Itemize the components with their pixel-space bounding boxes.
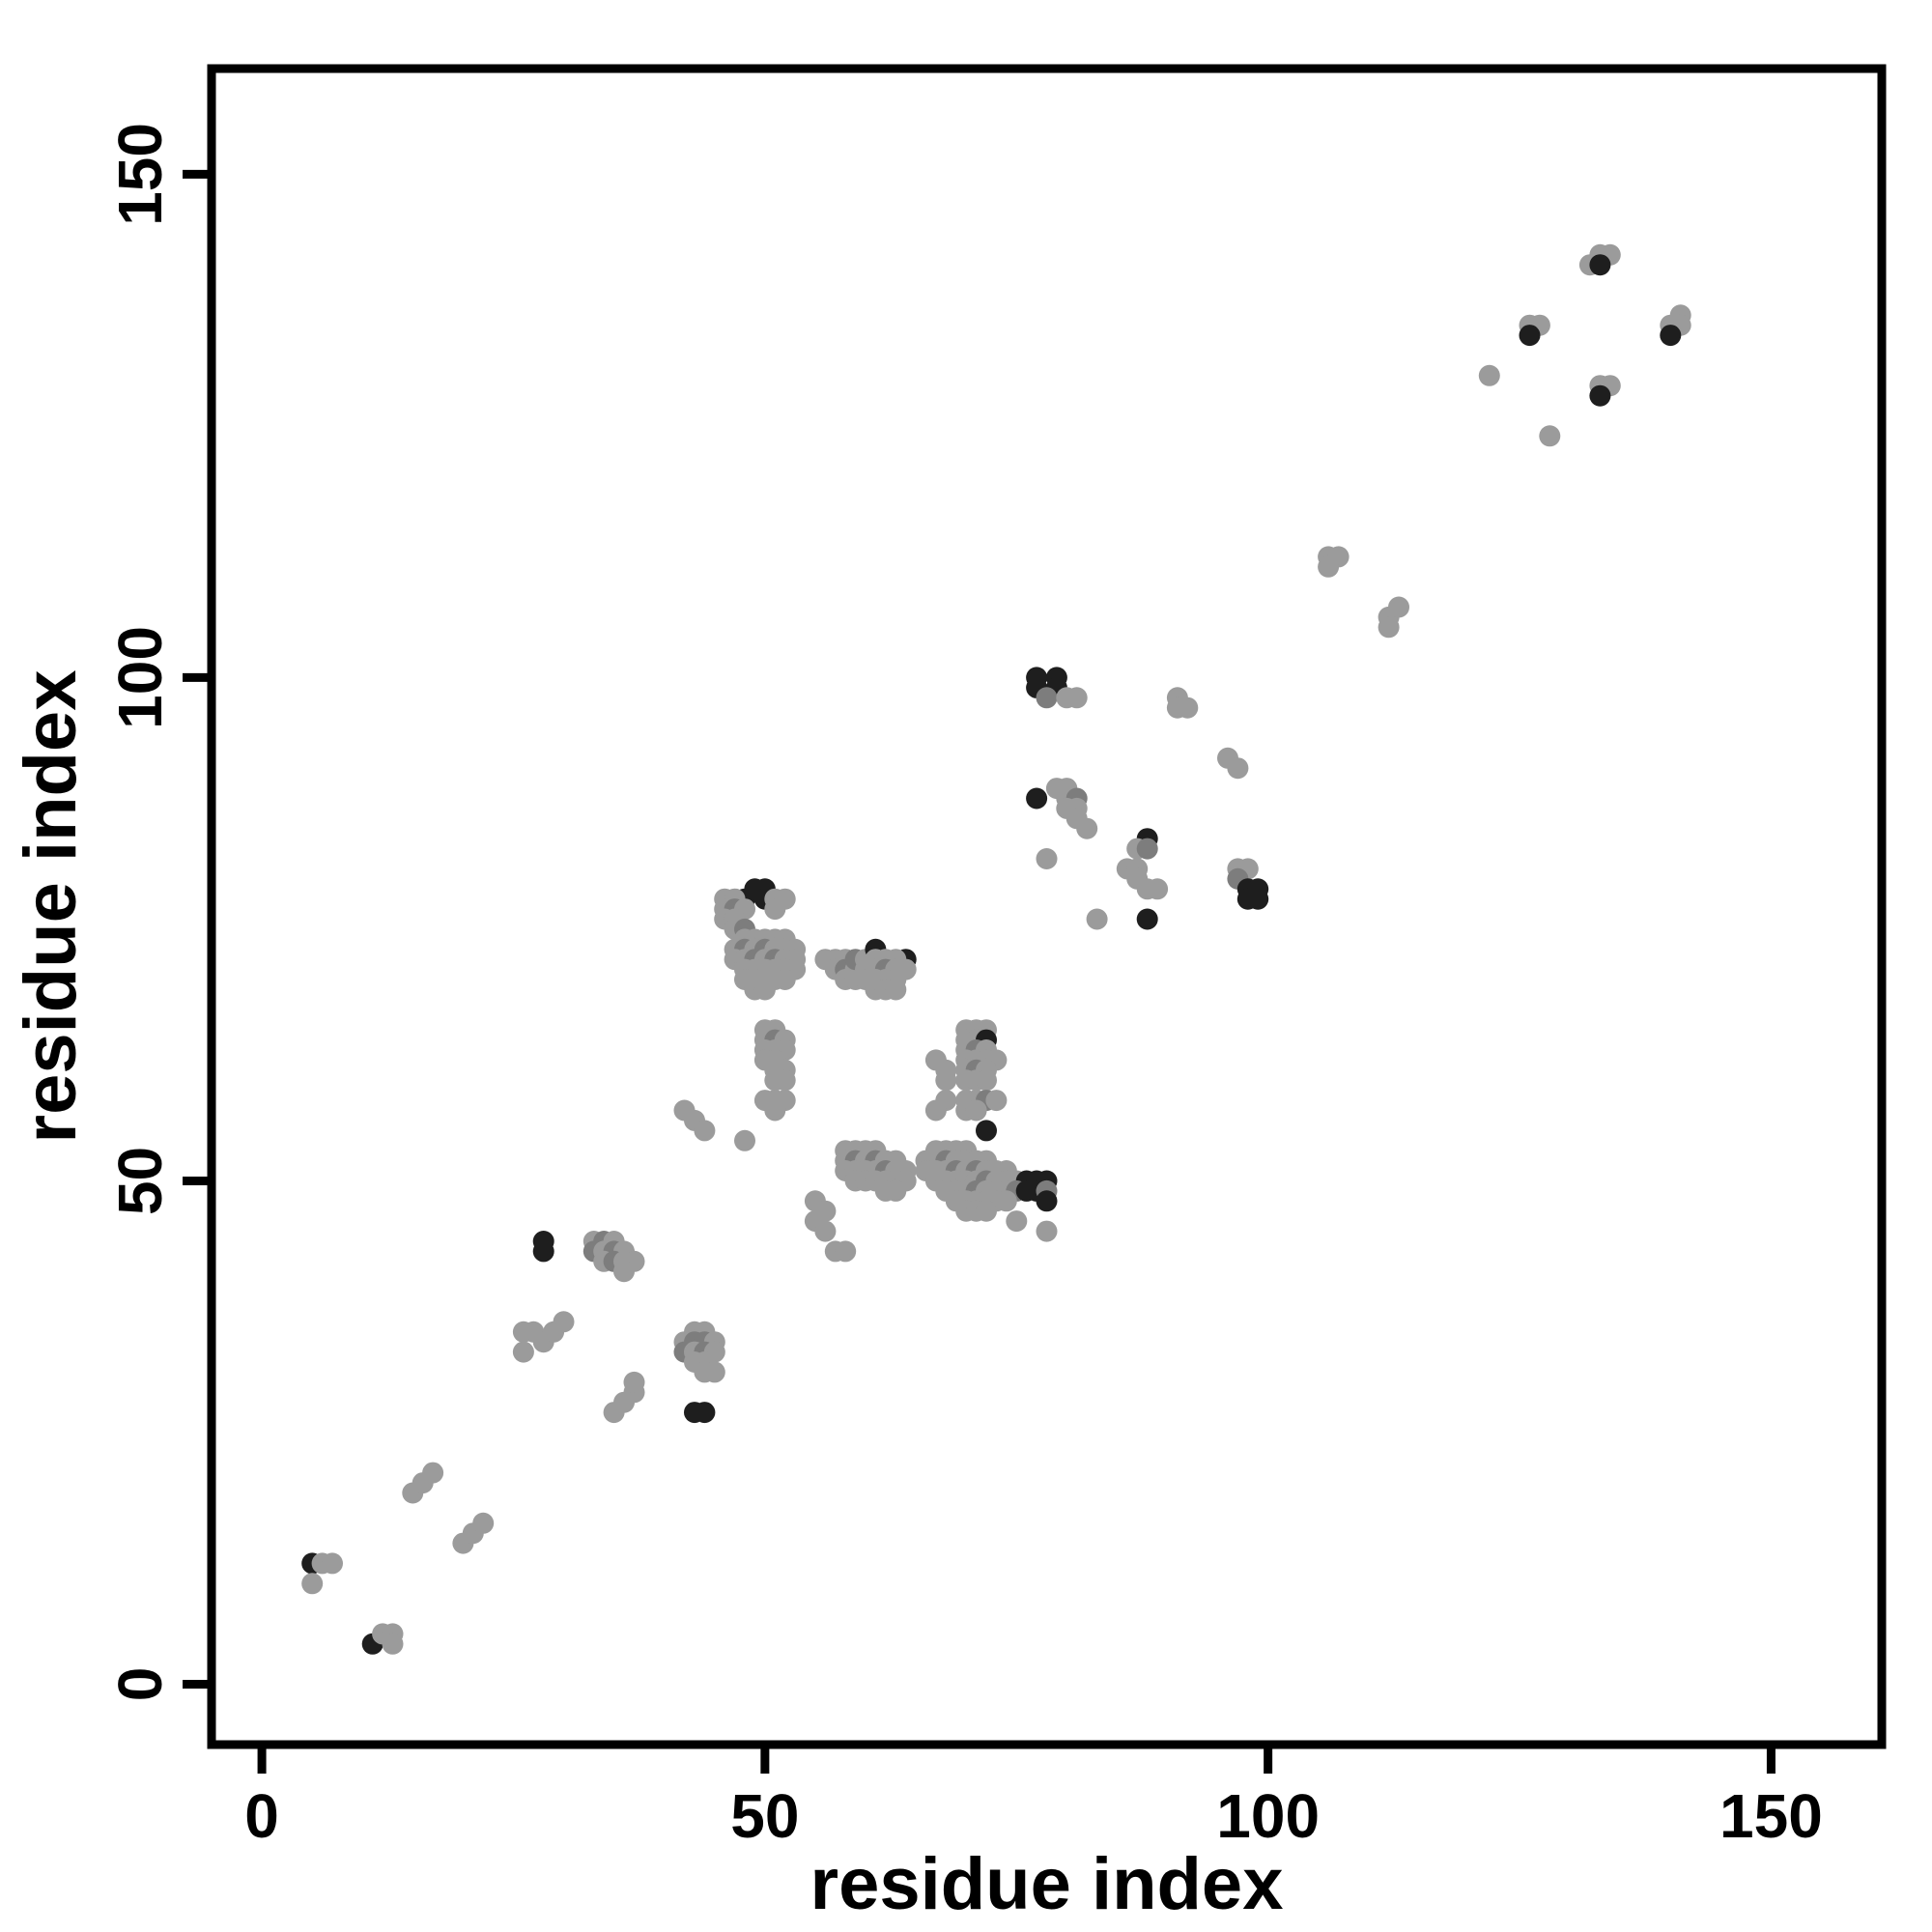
data-point [1388, 596, 1409, 618]
data-point [422, 1462, 444, 1484]
data-point [1539, 425, 1561, 447]
data-point [1036, 848, 1058, 869]
data-point [995, 1190, 1017, 1212]
data-point [985, 1090, 1008, 1112]
data-point [1227, 757, 1249, 780]
x-tick-label: 150 [1719, 1781, 1823, 1851]
data-point [512, 1341, 534, 1363]
data-point [1036, 687, 1058, 709]
data-point [623, 1371, 645, 1393]
data-point [734, 1129, 755, 1151]
data-point [764, 898, 786, 921]
data-point [322, 1552, 343, 1575]
data-point [1136, 908, 1158, 930]
data-point [1136, 838, 1158, 860]
data-point [1036, 1190, 1058, 1212]
data-point [764, 1099, 786, 1122]
data-point [553, 1311, 575, 1333]
scatter-points [301, 243, 1691, 1655]
data-point [703, 1361, 725, 1383]
data-point [1076, 817, 1098, 839]
data-point [1006, 1210, 1028, 1233]
data-point [1247, 888, 1269, 910]
data-point [382, 1633, 404, 1655]
x-tick-label: 50 [730, 1781, 799, 1851]
data-point [1147, 878, 1169, 900]
data-point [1086, 908, 1108, 930]
data-point [1318, 555, 1340, 578]
data-point [753, 979, 776, 1001]
x-axis-title: residue index [810, 1843, 1284, 1925]
data-point [885, 1179, 907, 1202]
x-tick-label: 100 [1216, 1781, 1320, 1851]
data-point [694, 1402, 716, 1424]
y-tick-label: 50 [105, 1147, 175, 1215]
y-tick-label: 0 [105, 1667, 175, 1702]
data-point [532, 1240, 554, 1263]
data-point [1589, 384, 1611, 407]
data-point [1519, 325, 1541, 347]
data-point [976, 1200, 997, 1222]
data-point [301, 1573, 324, 1595]
data-point [1177, 696, 1199, 719]
data-point [472, 1512, 495, 1534]
data-point [976, 1069, 997, 1092]
data-point [1589, 254, 1611, 276]
data-point [613, 1261, 635, 1283]
data-point [935, 1069, 957, 1092]
data-point [1065, 687, 1088, 709]
data-point [1378, 616, 1400, 639]
data-point [1036, 1220, 1058, 1242]
data-point [694, 1120, 716, 1142]
data-point [1660, 325, 1682, 347]
data-point [774, 969, 796, 990]
data-point [835, 1240, 857, 1263]
data-point [774, 1069, 796, 1092]
data-point [976, 1120, 997, 1142]
y-axis-title: residue index [10, 670, 92, 1144]
data-point [814, 1220, 837, 1242]
data-point [1026, 787, 1048, 810]
plot-box [207, 64, 1887, 1749]
data-point [885, 979, 907, 1001]
x-tick-label: 0 [244, 1781, 279, 1851]
data-point [965, 1099, 987, 1122]
y-tick-label: 150 [105, 123, 175, 226]
data-point [924, 1099, 947, 1122]
data-point [1478, 364, 1500, 386]
y-tick-label: 100 [105, 626, 175, 729]
